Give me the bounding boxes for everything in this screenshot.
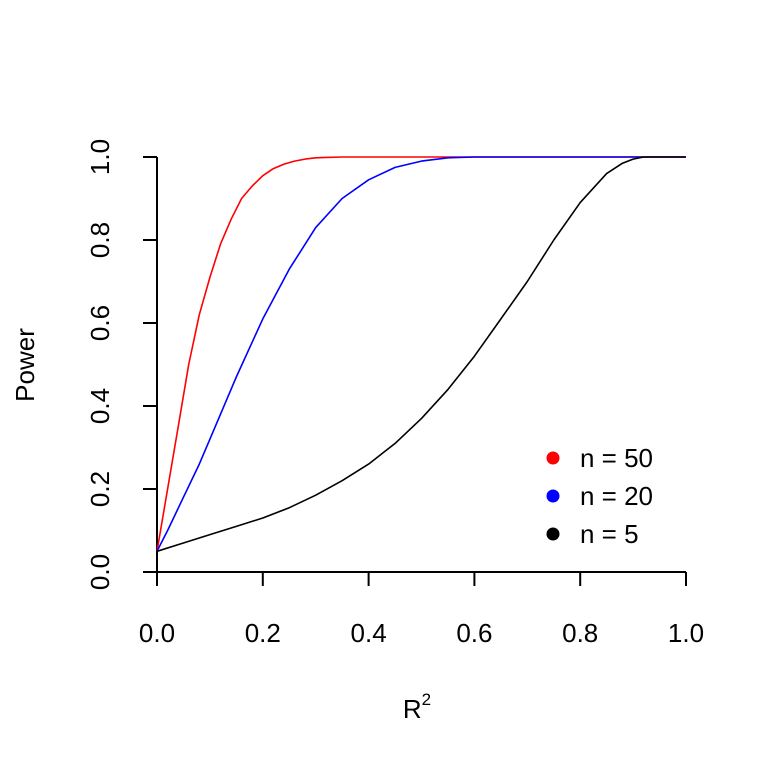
series-line-n5 (156, 156, 686, 553)
x-tick-label: 1.0 (668, 618, 704, 648)
legend-label: n = 5 (580, 519, 639, 549)
legend-label: n = 50 (580, 443, 653, 473)
legend-label: n = 20 (580, 481, 653, 511)
x-tick-label: 0.0 (139, 618, 175, 648)
y-tick-label: 0.8 (85, 222, 115, 258)
legend-marker (546, 527, 560, 541)
x-axis-title-base: R (403, 694, 422, 724)
x-axis-title: R2 (403, 690, 431, 724)
legend-marker (546, 489, 560, 503)
legend: n = 50 n = 20 n = 5 (546, 443, 653, 549)
y-tick-label: 0.2 (85, 471, 115, 507)
y-tick-label: 0.0 (85, 554, 115, 590)
x-tick-label: 0.2 (245, 618, 281, 648)
y-tick-label: 1.0 (85, 139, 115, 175)
y-axis: 0.0 0.2 0.4 0.6 0.8 1.0 (85, 139, 158, 590)
y-axis-title: Power (10, 328, 40, 402)
y-tick-label: 0.6 (85, 305, 115, 341)
x-axis: 0.0 0.2 0.4 0.6 0.8 1.0 (139, 571, 704, 648)
x-tick-label: 0.6 (456, 618, 492, 648)
legend-marker (546, 451, 560, 465)
x-axis-title-superscript: 2 (422, 690, 431, 709)
series-layer (156, 156, 686, 553)
y-tick-label: 0.4 (85, 388, 115, 424)
x-tick-label: 0.8 (562, 618, 598, 648)
x-tick-label: 0.4 (351, 618, 387, 648)
series-line-n20 (156, 156, 686, 552)
